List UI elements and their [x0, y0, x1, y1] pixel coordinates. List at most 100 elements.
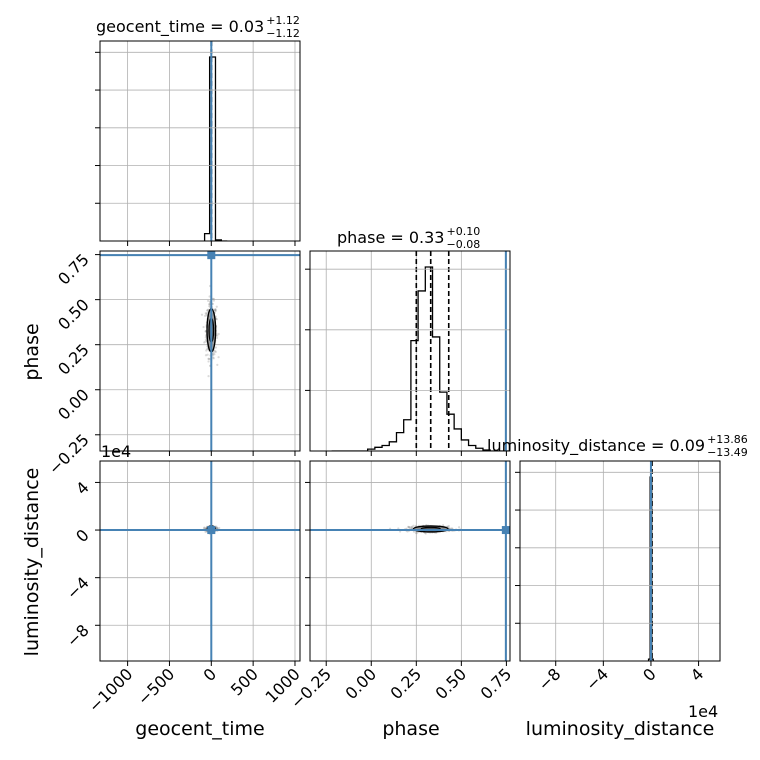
tick-label-x: −1000 [85, 664, 137, 716]
sample-point [204, 530, 207, 534]
sample-point [214, 350, 217, 354]
sample-point [214, 346, 218, 349]
sample-point [206, 309, 209, 312]
sample-point [208, 303, 211, 306]
panel-frame [99, 40, 301, 242]
sample-point [205, 349, 208, 352]
sample-point [410, 526, 413, 529]
xlabel-luminosity-distance: luminosity_distance [526, 718, 715, 740]
tick-label-y: 0.75 [54, 250, 93, 289]
tick-label-y: −8 [63, 621, 93, 651]
sample-point [409, 526, 412, 529]
sample-point [407, 525, 411, 529]
panel-phase-vs-luminosity-distance: −0.25 0.00 0.25 0.50 0.75 [287, 460, 515, 712]
sample-point [424, 532, 427, 535]
sample-point [207, 357, 210, 360]
sample-point [207, 357, 210, 360]
sample-point [203, 526, 206, 529]
histogram-phase [331, 266, 510, 451]
sample-point [205, 313, 208, 316]
sample-point [204, 336, 207, 339]
title-phase-plus: +0.10 [446, 225, 480, 238]
tick-label-x: 0.25 [387, 664, 426, 703]
tick-label-y: 0.50 [54, 295, 93, 334]
sample-point [457, 526, 461, 529]
tick-label-y: 4 [72, 478, 93, 499]
tick-label-x: 0.50 [432, 664, 471, 703]
tick-label-y: 0.25 [54, 340, 93, 379]
title-luminosity-distance-plus: +13.86 [707, 433, 748, 446]
sample-point [204, 527, 207, 530]
sample-point [411, 525, 414, 528]
sample-point [206, 348, 209, 351]
histogram-geocent-time [203, 56, 228, 241]
sample-point [206, 309, 209, 312]
panel-hist-phase [305, 250, 511, 456]
sample-point [412, 524, 415, 527]
truth-marker [207, 526, 216, 535]
sample-point [207, 299, 210, 303]
sample-point [215, 526, 218, 530]
sample-point [216, 527, 219, 530]
sample-point [214, 308, 217, 312]
tick-label-x: 0 [639, 664, 660, 685]
title-phase: phase = 0.33 [337, 228, 444, 247]
sample-point [217, 332, 220, 336]
tick-label-y: −4 [63, 573, 93, 603]
sample-point [204, 312, 207, 315]
offset-text-luminosity-distance-x: 1e4 [688, 702, 718, 721]
sample-point [208, 295, 211, 298]
panel-frame [309, 460, 511, 662]
panel-hist-luminosity-distance: −8 −4 0 4 [515, 460, 721, 695]
sample-point [204, 338, 207, 342]
panel-hist-geocent-time [95, 40, 301, 246]
sample-point [214, 349, 217, 353]
sample-point [215, 318, 218, 321]
sample-point [397, 527, 400, 530]
sample-point [212, 357, 215, 360]
sample-point [215, 336, 219, 340]
sample-point [216, 334, 219, 337]
sample-point [414, 531, 418, 535]
sample-point [451, 527, 454, 530]
panel-geocent-time-vs-phase: −0.25 0.00 0.25 0.50 0.75 [45, 250, 301, 478]
title-phase-minus: −0.08 [446, 238, 480, 251]
truth-marker [501, 526, 510, 535]
sample-point [214, 309, 217, 313]
sample-point [408, 527, 411, 530]
ylabel-luminosity-distance: luminosity_distance [21, 468, 43, 657]
tick-label-y: 0.00 [54, 385, 93, 424]
sample-point [212, 297, 215, 300]
sample-point [203, 341, 206, 344]
sample-point [208, 358, 211, 361]
sample-point [212, 299, 215, 302]
sample-point [441, 524, 445, 527]
panel-frame [99, 250, 301, 452]
sample-point [215, 525, 218, 528]
title-luminosity-distance-minus: −13.49 [707, 446, 748, 459]
panel-frame [519, 460, 721, 662]
sample-point [412, 530, 416, 533]
truth-marker [207, 251, 216, 260]
sample-point [206, 308, 210, 311]
sample-point [217, 356, 220, 359]
sample-point [200, 313, 204, 316]
sample-point [214, 308, 217, 312]
sample-point [407, 526, 411, 529]
sample-point [447, 524, 450, 528]
sample-point [212, 353, 215, 356]
sample-point [216, 527, 219, 530]
title-geocent-time-plus: +1.12 [266, 14, 300, 27]
offset-text-luminosity-distance-y: 1e4 [101, 442, 131, 461]
tick-label-x: 4 [687, 664, 708, 685]
sample-point [212, 297, 215, 301]
sample-point [204, 314, 207, 317]
sample-point [208, 305, 211, 308]
tick-label-x: −4 [582, 664, 612, 694]
sample-point [216, 363, 219, 366]
sample-point [212, 356, 215, 359]
sample-point [215, 305, 218, 308]
sample-point [214, 309, 217, 312]
xlabel-geocent-time: geocent_time [135, 718, 264, 740]
tick-label-x: 500 [227, 664, 262, 699]
